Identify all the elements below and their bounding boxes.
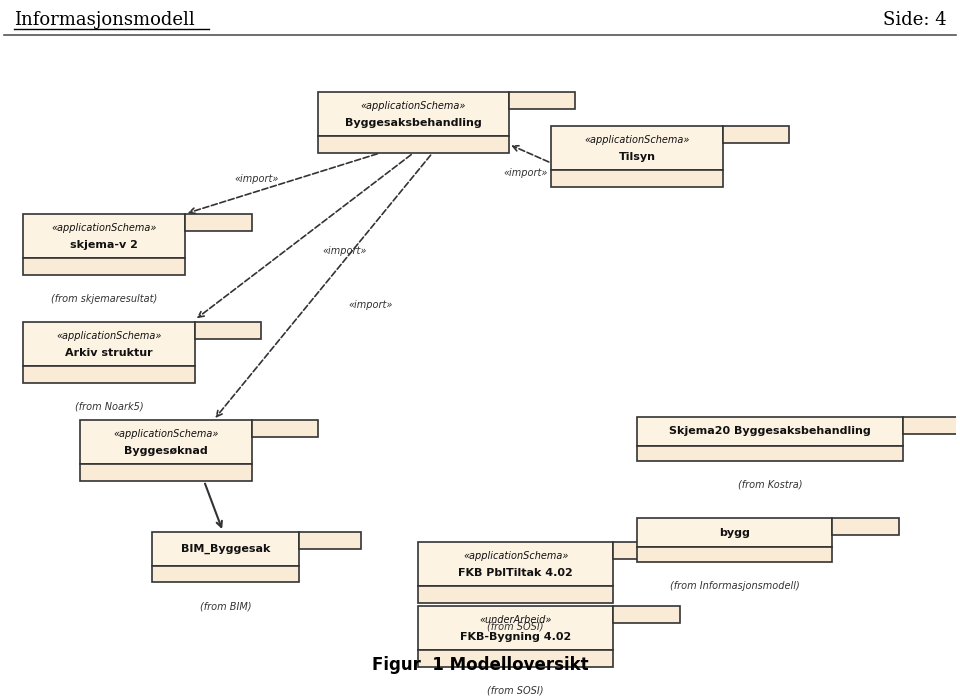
Text: Skjema20 Byggesaksbehandling: Skjema20 Byggesaksbehandling <box>669 426 871 436</box>
Text: Figur  1 Modelloversikt: Figur 1 Modelloversikt <box>372 656 588 674</box>
Bar <box>419 650 613 667</box>
Text: «applicationSchema»: «applicationSchema» <box>113 429 219 439</box>
Text: FKB PblTiltak 4.02: FKB PblTiltak 4.02 <box>458 568 573 577</box>
Bar <box>300 532 361 549</box>
Bar <box>252 420 318 437</box>
Text: Side: 4: Side: 4 <box>882 11 947 29</box>
Bar <box>637 446 903 461</box>
Bar <box>637 518 832 547</box>
Text: «applicationSchema»: «applicationSchema» <box>585 135 689 145</box>
Bar <box>152 532 300 565</box>
Text: Arkiv struktur: Arkiv struktur <box>65 348 153 358</box>
Text: «import»: «import» <box>323 246 367 256</box>
Text: (from Kostra): (from Kostra) <box>738 480 803 489</box>
Text: (from BIM): (from BIM) <box>200 601 252 612</box>
Bar <box>23 258 185 275</box>
Text: (from Noark5): (from Noark5) <box>75 402 143 412</box>
Bar <box>152 565 300 582</box>
Text: Byggesøknad: Byggesøknad <box>124 446 207 456</box>
Bar <box>723 126 789 143</box>
Text: skjema-v 2: skjema-v 2 <box>70 240 138 250</box>
Bar <box>613 542 680 559</box>
Text: (from SOSI): (from SOSI) <box>488 686 544 696</box>
Text: «applicationSchema»: «applicationSchema» <box>463 551 568 561</box>
Text: «applicationSchema»: «applicationSchema» <box>57 331 161 341</box>
Text: FKB-Bygning 4.02: FKB-Bygning 4.02 <box>460 632 571 642</box>
Text: (from Informasjonsmodell): (from Informasjonsmodell) <box>670 581 800 591</box>
Bar <box>419 542 613 586</box>
Text: BIM_Byggesak: BIM_Byggesak <box>180 544 270 554</box>
Text: «import»: «import» <box>348 300 393 310</box>
Bar <box>195 322 261 339</box>
Bar <box>509 92 575 109</box>
Text: «applicationSchema»: «applicationSchema» <box>361 101 466 111</box>
Text: (from skjemaresultat): (from skjemaresultat) <box>51 294 157 303</box>
Bar <box>551 170 723 187</box>
Bar <box>23 366 195 383</box>
Text: «underArbeid»: «underArbeid» <box>479 615 552 625</box>
Bar <box>419 606 613 650</box>
Bar <box>318 92 509 136</box>
Text: Byggesaksbehandling: Byggesaksbehandling <box>345 118 482 128</box>
Bar <box>185 214 252 231</box>
Bar <box>637 417 903 446</box>
Bar <box>903 417 960 433</box>
Text: «import»: «import» <box>234 173 278 184</box>
Bar <box>81 420 252 464</box>
Bar <box>318 136 509 153</box>
Bar <box>613 606 680 623</box>
Bar <box>637 547 832 562</box>
Bar <box>81 464 252 481</box>
Bar <box>419 586 613 603</box>
Text: Tilsyn: Tilsyn <box>618 152 656 161</box>
Bar <box>551 126 723 170</box>
Bar <box>23 322 195 366</box>
Text: bygg: bygg <box>719 528 750 538</box>
Text: Informasjonsmodell: Informasjonsmodell <box>13 11 195 29</box>
Bar <box>23 214 185 258</box>
Text: (from SOSI): (from SOSI) <box>488 621 544 632</box>
Text: «applicationSchema»: «applicationSchema» <box>52 223 156 233</box>
Text: «import»: «import» <box>503 168 548 178</box>
Bar <box>832 518 899 535</box>
